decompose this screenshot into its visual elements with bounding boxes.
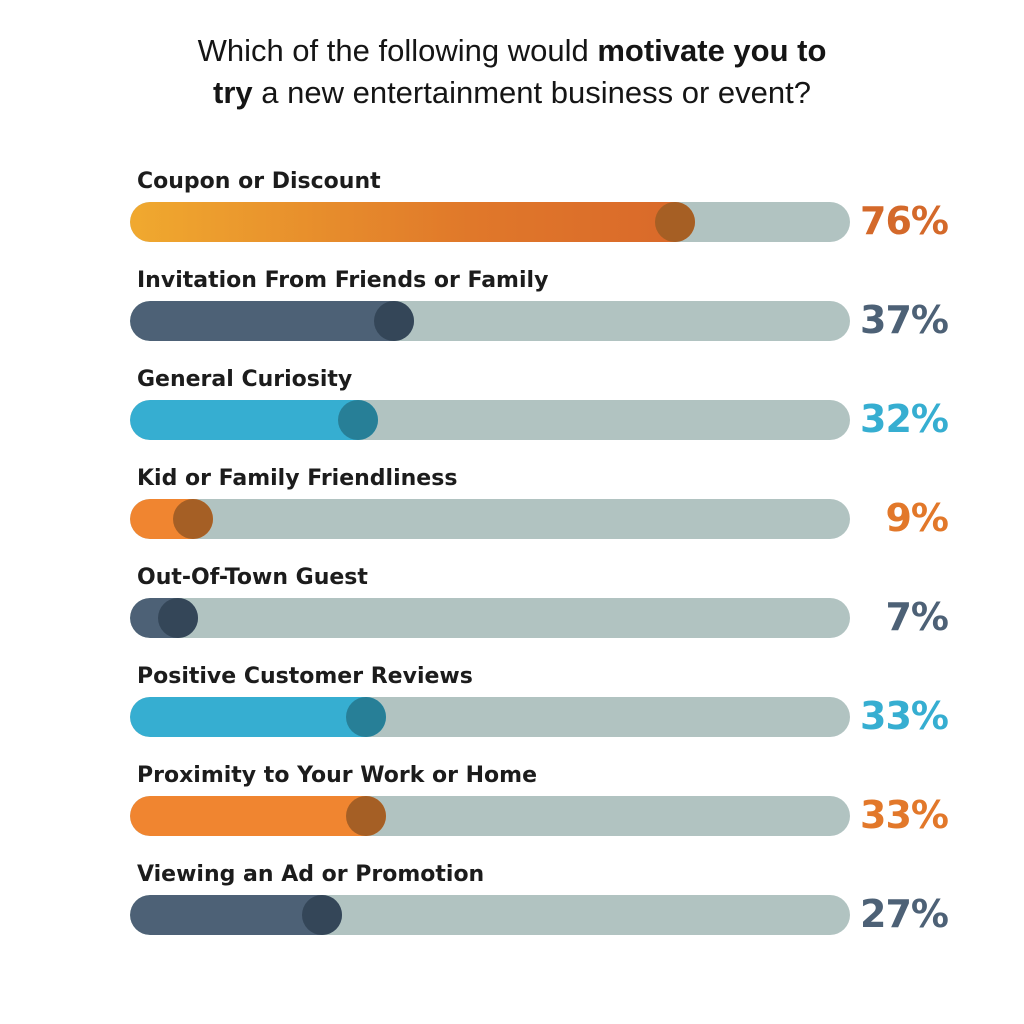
bar-category-label: Proximity to Your Work or Home [137,763,538,788]
bar-category-label: Coupon or Discount [137,169,381,194]
title-line-1-regular: Which of the following would [197,33,598,68]
bar-row: Positive Customer Reviews 33% [0,663,1024,753]
chart-title: Which of the following would motivate yo… [0,30,1024,114]
bar-category-label: General Curiosity [137,367,353,392]
bar-track [130,499,850,539]
bar-value-label: 37% [860,298,949,342]
bar-end-knob [655,202,696,242]
bar-category-label: Viewing an Ad or Promotion [137,862,485,887]
bar-track [130,796,850,836]
bar-value-label: 27% [860,892,949,936]
bar-value-label: 33% [860,694,949,738]
bar-track [130,697,850,737]
bar-end-knob [172,499,213,539]
bar-end-knob [338,400,379,440]
bar-track [130,598,850,638]
bar-row: Out-Of-Town Guest 7% [0,564,1024,654]
bar-category-label: Invitation From Friends or Family [137,268,549,293]
bar-fill [130,301,415,341]
bar-row: Proximity to Your Work or Home 33% [0,762,1024,852]
bar-fill [130,697,386,737]
bar-value-label: 33% [860,793,949,837]
bar-end-knob [345,697,386,737]
bar-end-knob [158,598,199,638]
bar-category-label: Positive Customer Reviews [137,664,473,689]
bar-value-label: 7% [885,595,949,639]
bar-end-knob [345,796,386,836]
bar-category-label: Out-Of-Town Guest [137,565,368,590]
bar-row: Kid or Family Friendliness 9% [0,465,1024,555]
title-line-2-regular: a new entertainment business or event? [252,75,811,110]
bar-end-knob [374,301,415,341]
bar-row: Viewing an Ad or Promotion 27% [0,861,1024,951]
bar-value-label: 76% [860,199,949,243]
bar-end-knob [302,895,343,935]
title-line-2: try a new entertainment business or even… [0,72,1024,114]
bar-fill [130,400,379,440]
title-line-1: Which of the following would motivate yo… [0,30,1024,72]
bar-row: Invitation From Friends or Family 37% [0,267,1024,357]
bar-category-label: Kid or Family Friendliness [137,466,458,491]
bar-track [130,895,850,935]
bar-value-label: 9% [885,496,949,540]
title-line-2-bold: try [213,75,253,110]
bar-row: General Curiosity 32% [0,366,1024,456]
bar-track [130,301,850,341]
bar-value-label: 32% [860,397,949,441]
bar-fill [130,796,386,836]
bar-fill [130,202,696,242]
bar-row: Coupon or Discount 76% [0,168,1024,258]
bar-track [130,400,850,440]
bar-track [130,202,850,242]
title-line-1-bold: motivate you to [597,33,827,68]
